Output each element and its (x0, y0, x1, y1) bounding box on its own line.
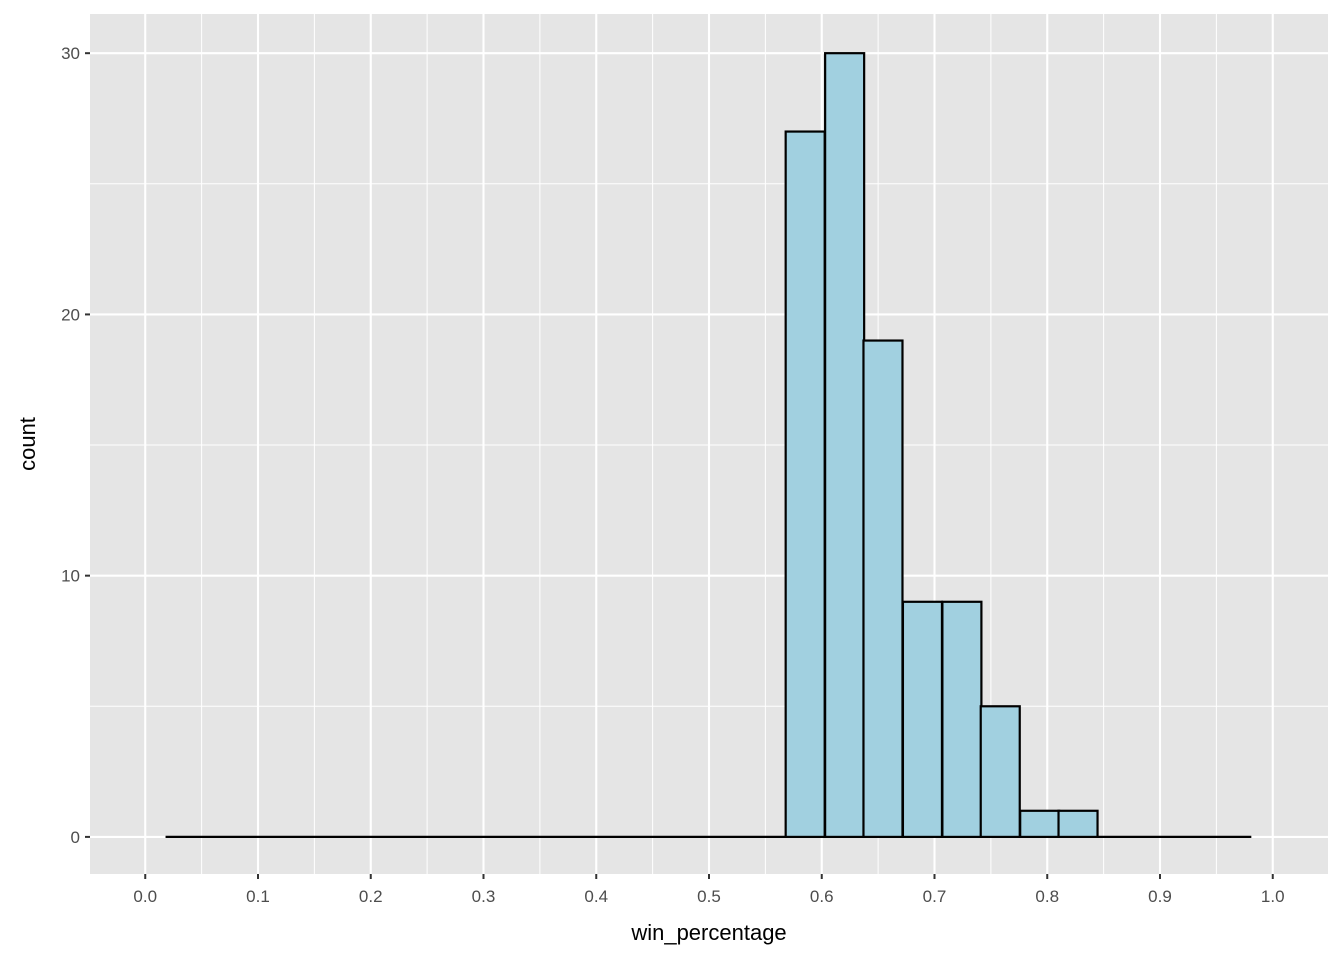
x-tick-label: 1.0 (1261, 887, 1285, 906)
histogram-bar (901, 600, 944, 839)
histogram-bar (979, 705, 1021, 839)
x-tick-label: 0.5 (697, 887, 721, 906)
histogram-bar (784, 130, 826, 839)
y-tick-label: 0 (71, 828, 80, 847)
x-tick-label: 0.8 (1035, 887, 1059, 906)
x-tick-label: 0.3 (472, 887, 496, 906)
x-tick-label: 0.2 (359, 887, 383, 906)
x-tick-label: 0.9 (1148, 887, 1172, 906)
y-tick-label: 20 (61, 305, 80, 324)
x-axis-title: win_percentage (630, 920, 786, 945)
histogram-bar (1019, 809, 1061, 839)
x-tick-label: 0.7 (923, 887, 947, 906)
histogram-bar (862, 339, 904, 839)
x-tick-label: 0.6 (810, 887, 834, 906)
y-tick-label: 30 (61, 44, 80, 63)
histogram-bar (941, 600, 983, 839)
histogram-bar (824, 52, 866, 839)
x-tick-label: 0.0 (133, 887, 157, 906)
y-tick-label: 10 (61, 567, 80, 586)
y-axis-title: count (15, 417, 40, 471)
x-tick-label: 0.1 (246, 887, 270, 906)
histogram-bar (1057, 809, 1099, 839)
x-tick-label: 0.4 (584, 887, 608, 906)
